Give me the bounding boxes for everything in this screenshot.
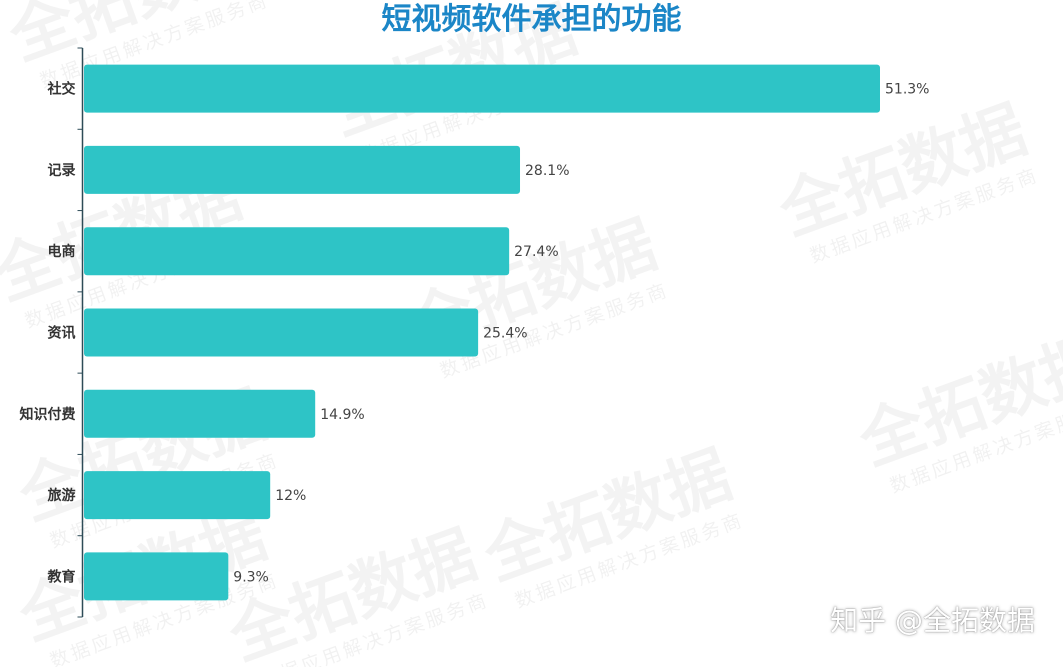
source-attribution: 知乎 @全拓数据	[830, 604, 1035, 637]
category-label: 旅游	[48, 487, 76, 504]
bar-知识付费	[84, 389, 316, 438]
category-label: 资讯	[48, 325, 76, 342]
bar-资讯	[84, 308, 479, 357]
value-labels: 51.3% 28.1% 27.4% 25.4% 14.9% 12% 9.3%	[233, 82, 929, 586]
category-label: 记录	[48, 163, 76, 179]
category-label: 知识付费	[20, 406, 76, 423]
value-label: 14.9%	[320, 407, 364, 423]
value-label: 28.1%	[525, 163, 569, 179]
bar-教育	[84, 552, 229, 601]
category-label: 电商	[48, 243, 76, 260]
category-label: 社交	[47, 81, 76, 98]
watermark-tile: 全拓数据数据应用解决方案服务商	[849, 322, 1063, 498]
value-label: 51.3%	[885, 82, 929, 98]
chart-title: 短视频软件承担的功能	[381, 2, 682, 37]
bar-社交	[84, 64, 880, 113]
bar-电商	[84, 227, 510, 276]
value-label: 12%	[275, 488, 306, 504]
value-label: 27.4%	[514, 244, 558, 260]
category-label: 教育	[48, 568, 76, 585]
watermark-tile: 全拓数据数据应用解决方案服务商	[474, 437, 747, 613]
value-label: 9.3%	[233, 569, 269, 585]
y-axis-ticks	[77, 47, 83, 618]
watermark-tile: 全拓数据数据应用解决方案服务商	[769, 92, 1042, 268]
bar-series	[84, 64, 880, 601]
value-label: 25.4%	[483, 326, 527, 342]
bar-记录	[84, 145, 521, 194]
bar-旅游	[84, 471, 271, 520]
